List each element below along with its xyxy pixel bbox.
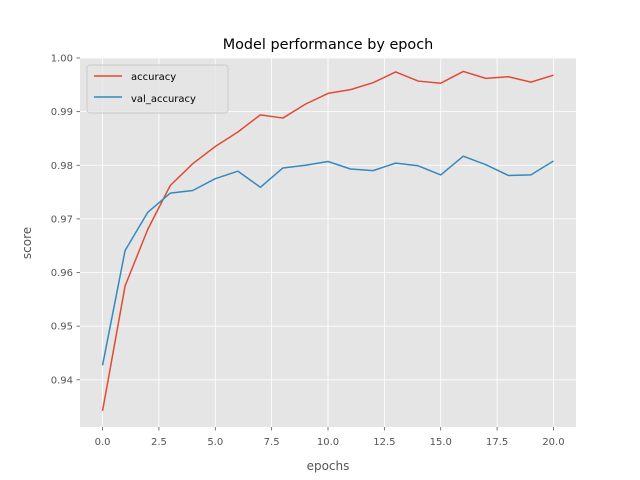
data-point-val-accuracy xyxy=(349,168,351,170)
y-tick-label: 0.96 xyxy=(51,268,73,279)
data-point-val-accuracy xyxy=(440,174,442,176)
data-point-accuracy xyxy=(237,131,239,133)
x-tick-label: 15.0 xyxy=(430,437,452,448)
data-point-val-accuracy xyxy=(192,189,194,191)
legend-label-val-accuracy: val_accuracy xyxy=(131,94,196,105)
data-point-accuracy xyxy=(327,92,329,94)
data-point-val-accuracy xyxy=(327,160,329,162)
data-point-accuracy xyxy=(124,285,126,287)
x-tick-label: 10.0 xyxy=(317,437,339,448)
data-point-val-accuracy xyxy=(485,164,487,166)
data-point-val-accuracy xyxy=(394,162,396,164)
data-point-val-accuracy xyxy=(146,211,148,213)
data-point-accuracy xyxy=(101,410,103,412)
data-point-accuracy xyxy=(485,77,487,79)
x-tick-label: 20.0 xyxy=(542,437,564,448)
series-line-val-accuracy xyxy=(101,155,554,366)
data-point-accuracy xyxy=(552,74,554,76)
x-axis-ticks: 0.0 2.5 5.0 7.5 10.0 12.5 15.0 17.5 20.0 xyxy=(95,427,565,448)
data-point-accuracy xyxy=(192,162,194,164)
data-point-accuracy xyxy=(259,114,261,116)
y-tick-label: 0.98 xyxy=(51,161,73,172)
x-tick-label: 0.0 xyxy=(95,437,111,448)
chart-title: Model performance by epoch xyxy=(223,37,434,53)
y-tick-label: 0.95 xyxy=(51,322,73,333)
y-tick-label: 0.99 xyxy=(51,107,73,118)
x-axis-label: epochs xyxy=(307,459,350,473)
data-point-accuracy xyxy=(530,81,532,83)
data-point-val-accuracy xyxy=(237,170,239,172)
data-point-val-accuracy xyxy=(552,160,554,162)
data-point-accuracy xyxy=(394,71,396,73)
legend: accuracy val_accuracy xyxy=(86,64,229,114)
data-point-val-accuracy xyxy=(372,169,374,171)
data-point-val-accuracy xyxy=(214,177,216,179)
data-point-val-accuracy xyxy=(282,167,284,169)
data-point-val-accuracy xyxy=(259,186,261,188)
data-point-val-accuracy xyxy=(417,165,419,167)
x-tick-label: 5.0 xyxy=(207,437,223,448)
x-tick-label: 2.5 xyxy=(151,437,167,448)
series-lines xyxy=(101,70,554,412)
legend-box xyxy=(86,64,229,114)
data-point-val-accuracy xyxy=(462,155,464,157)
data-point-val-accuracy xyxy=(304,164,306,166)
data-point-accuracy xyxy=(349,88,351,90)
y-tick-label: 0.97 xyxy=(51,214,73,225)
x-tick-label: 7.5 xyxy=(264,437,280,448)
series-line-accuracy xyxy=(101,70,554,412)
y-tick-label: 1.00 xyxy=(51,54,73,65)
legend-label-accuracy: accuracy xyxy=(131,72,176,83)
y-axis-ticks: 0.94 0.95 0.96 0.97 0.98 0.99 1.00 xyxy=(51,54,80,386)
data-point-accuracy xyxy=(304,103,306,105)
data-point-accuracy xyxy=(440,82,442,84)
data-point-accuracy xyxy=(462,70,464,72)
data-point-val-accuracy xyxy=(169,192,171,194)
y-axis-label: score xyxy=(20,227,34,259)
data-point-accuracy xyxy=(282,117,284,119)
data-point-val-accuracy xyxy=(507,174,509,176)
data-point-accuracy xyxy=(169,184,171,186)
data-point-val-accuracy xyxy=(124,249,126,251)
data-point-accuracy xyxy=(372,81,374,83)
x-tick-label: 12.5 xyxy=(373,437,395,448)
data-point-accuracy xyxy=(507,76,509,78)
data-point-accuracy xyxy=(214,145,216,147)
data-point-val-accuracy xyxy=(101,364,103,366)
data-point-val-accuracy xyxy=(530,174,532,176)
data-point-accuracy xyxy=(417,80,419,82)
x-tick-label: 17.5 xyxy=(486,437,508,448)
y-tick-label: 0.94 xyxy=(51,375,73,386)
data-point-accuracy xyxy=(146,228,148,230)
grid xyxy=(80,57,576,427)
